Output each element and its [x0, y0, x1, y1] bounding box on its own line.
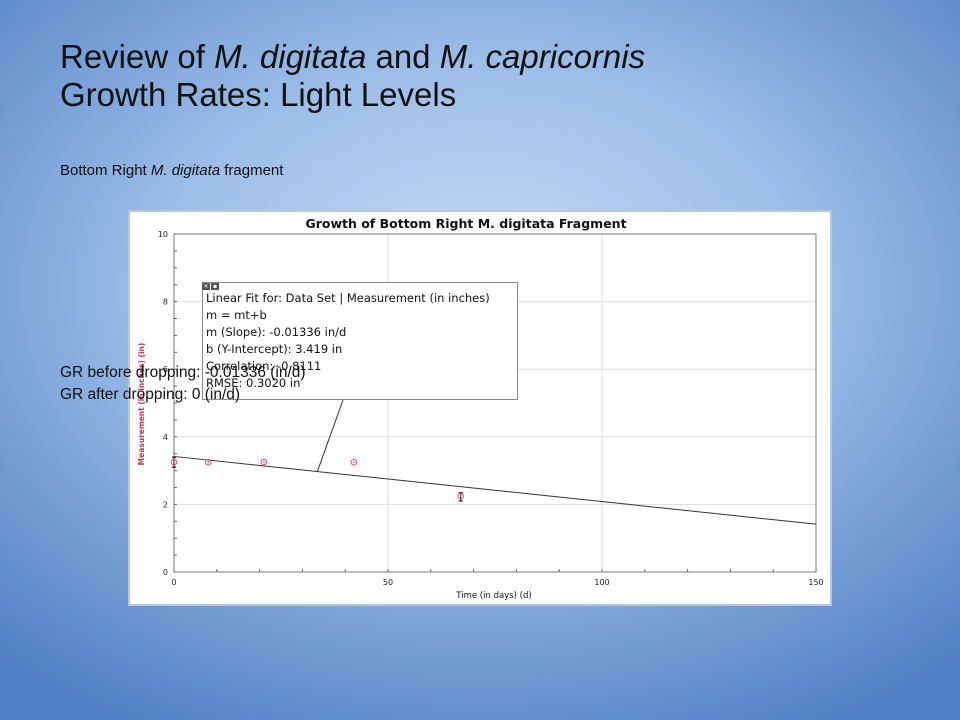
y-axis-label: Measurement (in inches) (in): [137, 343, 146, 466]
data-point-center: [262, 461, 265, 464]
title-species-2: M. capricornis: [439, 38, 646, 75]
chart-frame: 0 50 100 150 0 2 4 6 8 10 Growth of Bottom Right …: [128, 210, 832, 606]
data-point: [204, 458, 212, 466]
x-tick-label: 0: [171, 578, 176, 587]
options-icon[interactable]: ▪: [211, 283, 219, 290]
data-point-center: [459, 495, 462, 497]
slide-title: Review of M. digitata and M. capricornis…: [60, 38, 645, 114]
data-point-center: [173, 461, 175, 464]
fit-leader-line: [316, 399, 344, 472]
x-tick-label: 150: [808, 578, 823, 587]
y-tick-label: 4: [163, 433, 168, 442]
y-tick-label: 8: [163, 298, 168, 307]
fragment-subtitle: Bottom Right M. digitata fragment: [60, 162, 283, 179]
title-species-1: M. digitata: [214, 38, 367, 75]
data-point-center: [352, 461, 355, 464]
fit-line: [173, 455, 817, 525]
close-icon[interactable]: ✕: [202, 283, 210, 290]
y-tick-label: 10: [158, 230, 168, 239]
x-tick-label: 50: [383, 578, 393, 587]
linear-fit-box[interactable]: ✕ ▪ Linear Fit for: Data Set | Measureme…: [202, 282, 518, 400]
growth-chart: 0 50 100 150 0 2 4 6 8 10 Growth of Bottom Right …: [137, 216, 824, 601]
x-tick-label: 100: [594, 578, 609, 587]
title-line-2: Growth Rates: Light Levels: [60, 76, 457, 113]
title-part: Review of: [60, 38, 215, 75]
fit-slope: m (Slope): -0.01336 in/d: [206, 325, 347, 339]
subtitle-part: fragment: [220, 162, 284, 179]
subtitle-part: Bottom Right: [60, 162, 151, 179]
data-point: [170, 458, 178, 466]
fit-equation: m = mt+b: [206, 308, 267, 322]
fit-intercept: b (Y-Intercept): 3.419 in: [206, 342, 343, 356]
subtitle-species: M. digitata: [150, 162, 221, 179]
fit-rmse: RMSE: 0.3020 in: [206, 376, 301, 390]
y-tick-label: 2: [163, 500, 168, 509]
y-tick-label: 6: [163, 365, 168, 374]
data-point: [457, 492, 465, 500]
data-point-center: [207, 461, 210, 464]
growth-rate-before: GR before dropping: -0.01336 (in/d): [60, 364, 306, 381]
fit-title: Linear Fit for: Data Set | Measurement (…: [206, 291, 490, 305]
chart-title: Growth of Bottom Right M. digitata Fragm…: [305, 216, 626, 231]
title-part: and: [366, 38, 440, 75]
x-axis-label: Time (in days) (d): [455, 591, 531, 601]
data-point: [350, 458, 358, 466]
data-point: [260, 458, 268, 466]
growth-rate-after: GR after dropping: 0 (in/d): [60, 386, 241, 403]
plot-area: 0 50 100 150 0 2 4 6 8 10: [158, 230, 824, 587]
y-tick-label: 0: [163, 568, 168, 577]
fit-correlation: Correlation: -0.8111: [206, 359, 322, 373]
